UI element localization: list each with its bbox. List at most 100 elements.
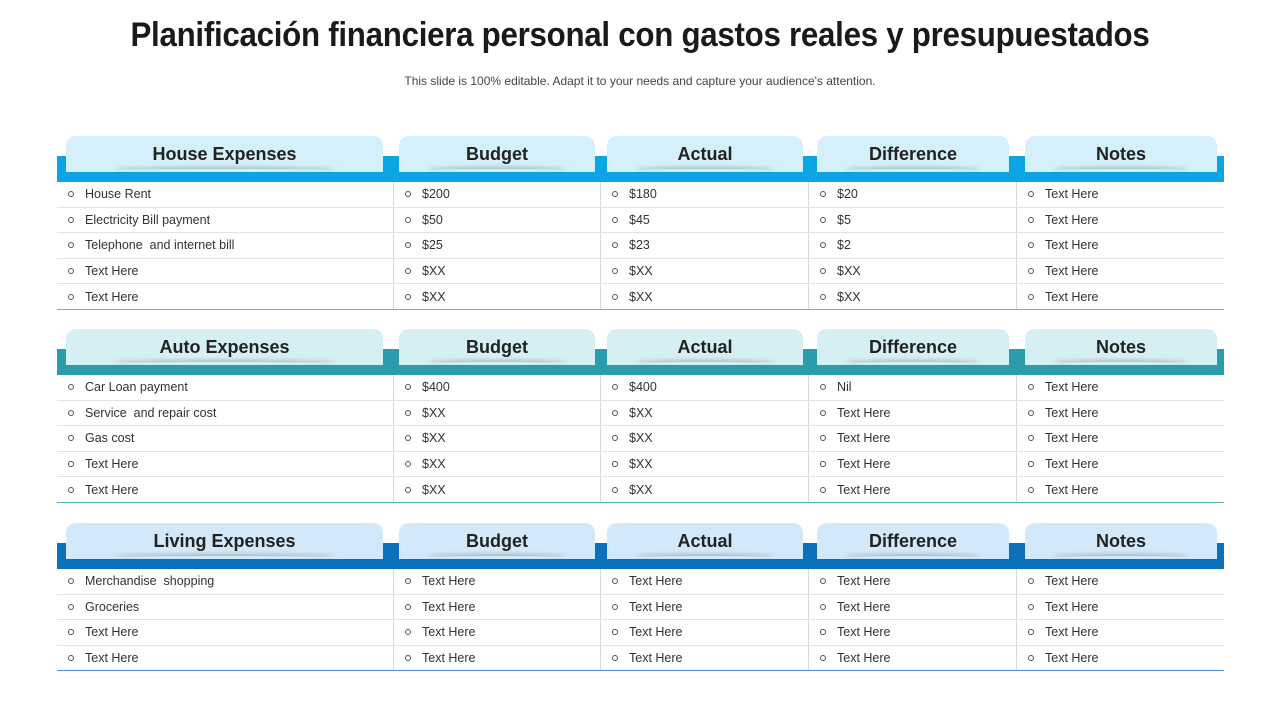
header-label: Difference [868, 337, 958, 357]
actual-cell: Text Here [612, 569, 808, 594]
item-cell: Text Here [68, 646, 388, 671]
bullet-icon [405, 409, 411, 416]
notes-cell: Text Here [1028, 284, 1218, 309]
bullet-icon [1028, 655, 1034, 662]
budget-cell: Text Here [405, 620, 601, 645]
header-label: House Expenses [152, 144, 297, 164]
cell-text: $50 [422, 212, 443, 227]
cell-text: $25 [422, 238, 443, 253]
actual-cell: $XX [612, 426, 808, 451]
cell-text: Text Here [422, 574, 476, 589]
cell-text: $XX [422, 289, 446, 304]
column-divider [808, 182, 809, 310]
actual-cell: $XX [612, 259, 808, 284]
slide-subtitle: This slide is 100% editable. Adapt it to… [404, 74, 876, 88]
cell-text: Text Here [837, 599, 891, 614]
actual-cell: $XX [612, 284, 808, 309]
bullet-icon [612, 486, 618, 493]
cell-text: Text Here [837, 625, 891, 640]
table-row: Electricity Bill payment $50 $45 $5 Text Her… [57, 208, 1224, 234]
cell-text: $XX [837, 289, 861, 304]
bullet-icon [820, 655, 826, 662]
cell-text: Service and repair cost [85, 405, 217, 420]
notes-cell: Text Here [1028, 182, 1218, 207]
bullet-icon [405, 629, 411, 636]
budget-cell: $XX [405, 284, 601, 309]
bullet-icon [68, 655, 74, 662]
slide-title: Planificación financiera personal con ga… [130, 16, 1150, 54]
cell-text: Text Here [85, 651, 139, 666]
cell-text: Text Here [85, 482, 139, 497]
cell-text: Text Here [837, 405, 891, 420]
bullet-icon [1028, 384, 1034, 391]
cell-text: Text Here [85, 289, 139, 304]
column-divider [808, 569, 809, 672]
budget-cell: Text Here [405, 595, 601, 620]
notes-cell: Text Here [1028, 477, 1218, 502]
header-label: Notes [1095, 337, 1146, 357]
notes-cell: Text Here [1028, 208, 1218, 233]
cell-text: House Rent [85, 187, 152, 202]
cell-text: Electricity Bill payment [85, 212, 211, 227]
difference-cell: Text Here [820, 401, 1016, 426]
cell-text: $XX [422, 431, 446, 446]
difference-cell: Text Here [820, 620, 1016, 645]
bullet-icon [612, 384, 618, 391]
table-row: Text Here $XX $XX Text Here Text Here [57, 477, 1224, 503]
cell-text: $200 [422, 187, 450, 202]
cell-text: Text Here [1045, 380, 1099, 395]
item-cell: Service and repair cost [68, 401, 388, 426]
bullet-icon [68, 242, 74, 249]
bullet-icon [405, 578, 411, 585]
table-body: Merchandise shopping Text Here Text Here Te… [57, 569, 1224, 672]
bullet-icon [1028, 486, 1034, 493]
header-label: Actual [677, 337, 733, 357]
difference-cell: $XX [820, 284, 1016, 309]
bullet-icon [612, 629, 618, 636]
bullet-icon [820, 461, 826, 468]
cell-text: Text Here [1045, 651, 1099, 666]
cell-text: Text Here [85, 264, 139, 279]
cell-text: $5 [837, 212, 851, 227]
budget-cell: $200 [405, 182, 601, 207]
header-label: Notes [1095, 144, 1146, 164]
bullet-icon [405, 268, 411, 275]
notes-cell: Text Here [1028, 646, 1218, 671]
bullet-icon [405, 191, 411, 198]
tab-shadow [636, 556, 773, 559]
bullet-icon [68, 578, 74, 585]
notes-header: Notes [1025, 329, 1217, 365]
actual-cell: $XX [612, 401, 808, 426]
header-label: Budget [466, 337, 528, 357]
bullet-icon [1028, 216, 1034, 223]
actual-cell: $45 [612, 208, 808, 233]
item-cell: Text Here [68, 259, 388, 284]
table-row: Merchandise shopping Text Here Text Here Te… [57, 569, 1224, 595]
budget-cell: Text Here [405, 569, 601, 594]
bullet-icon [68, 435, 74, 442]
cell-text: Text Here [85, 625, 139, 640]
table-row: House Rent $200 $180 $20 Text Here [57, 182, 1224, 208]
tab-shadow [846, 169, 980, 172]
budget-header: Budget [399, 329, 595, 365]
cell-text: Text Here [1045, 187, 1099, 202]
budget-cell: $400 [405, 375, 601, 400]
difference-header: Difference [817, 329, 1009, 365]
difference-cell: Nil [820, 375, 1016, 400]
bullet-icon [820, 409, 826, 416]
bullet-icon [68, 409, 74, 416]
bullet-icon [405, 603, 411, 610]
bullet-icon [1028, 603, 1034, 610]
bullet-icon [612, 655, 618, 662]
notes-cell: Text Here [1028, 401, 1218, 426]
header-label: Actual [677, 531, 733, 551]
tab-shadow [1054, 169, 1188, 172]
bullet-icon [612, 461, 618, 468]
header-label: Budget [466, 531, 528, 551]
actual-cell: Text Here [612, 646, 808, 671]
bullet-icon [612, 578, 618, 585]
tab-shadow [846, 362, 980, 365]
budget-cell: $25 [405, 233, 601, 258]
budget-header: Budget [399, 136, 595, 172]
column-divider [600, 182, 601, 310]
